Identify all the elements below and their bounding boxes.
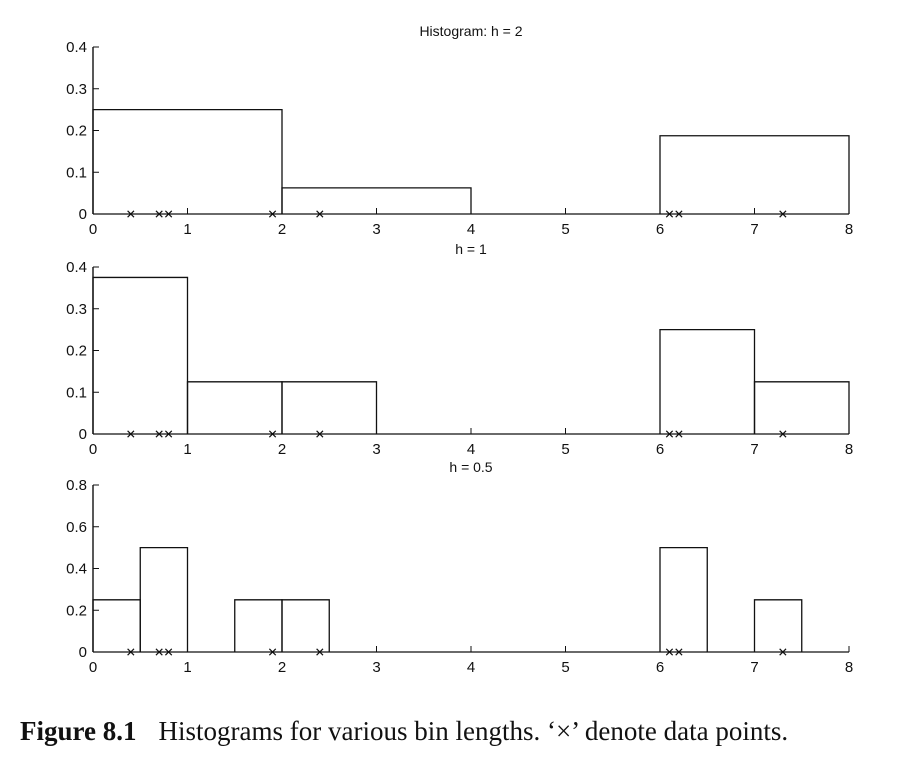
y-tick-label: 0.1 [66, 384, 87, 401]
data-point-marker [779, 210, 787, 218]
data-point-marker [164, 210, 173, 218]
histogram-bar [234, 599, 283, 652]
histogram-bar [281, 187, 472, 214]
x-tick-label: 0 [89, 221, 97, 238]
data-point-marker [665, 648, 674, 656]
y-tick-label: 0 [79, 644, 87, 661]
x-tick-label: 1 [183, 441, 191, 458]
data-point-marker [675, 430, 683, 438]
histogram-bar [659, 546, 708, 652]
histogram-bar [659, 328, 756, 434]
y-tick-label: 0.1 [66, 164, 87, 181]
y-tick-label: 0.4 [66, 39, 87, 56]
data-point-marker [665, 210, 674, 218]
x-tick-label: 8 [845, 221, 853, 238]
histogram-panel-1: Histogram: h = 2 0 0.1 0.2 0.3 0.4 0 1 2 3 4 5 6 7 8 [66, 23, 853, 238]
y-tick-label: 0.4 [66, 259, 87, 276]
y-tick-label: 0.2 [66, 343, 87, 360]
histogram-bar [281, 381, 378, 434]
histogram-bar [281, 599, 330, 652]
data-point-marker [675, 210, 683, 218]
x-tick-label: 7 [750, 441, 758, 458]
data-point-marker [127, 210, 135, 218]
x-tick-label: 6 [656, 221, 664, 238]
data-point-marker [665, 430, 674, 438]
x-tick-label: 8 [845, 441, 853, 458]
y-tick-label: 0 [79, 426, 87, 443]
y-tick-label: 0.3 [66, 81, 87, 98]
histogram-bar [186, 381, 283, 434]
data-point-marker [127, 430, 135, 438]
x-tick-label: 3 [372, 659, 380, 676]
data-point-marker [316, 430, 324, 438]
data-point-marker [164, 648, 173, 656]
panel-title: h = 0.5 [449, 459, 492, 475]
y-tick-label: 0.2 [66, 602, 87, 619]
caption-text: Histograms for various bin lengths. ‘×’ … [158, 716, 789, 746]
x-tick-label: 1 [183, 659, 191, 676]
data-point-marker [268, 430, 277, 438]
x-tick-label: 2 [278, 441, 286, 458]
data-point-marker [268, 648, 277, 656]
panel-title: h = 1 [455, 241, 487, 257]
x-tick-label: 5 [561, 659, 569, 676]
x-tick-label: 0 [89, 441, 97, 458]
y-tick-label: 0.8 [66, 477, 87, 494]
data-point-marker [779, 430, 787, 438]
data-point-marker [155, 210, 163, 218]
histogram-bar [92, 276, 189, 434]
x-tick-label: 4 [467, 441, 475, 458]
x-tick-label: 2 [278, 659, 286, 676]
data-point-marker [164, 430, 173, 438]
data-point-marker [127, 648, 135, 656]
x-tick-label: 8 [845, 659, 853, 676]
histogram-bar [659, 135, 850, 214]
x-tick-label: 3 [372, 441, 380, 458]
histogram-bar [92, 599, 141, 652]
data-point-marker [316, 210, 324, 218]
x-tick-label: 5 [561, 221, 569, 238]
x-tick-label: 7 [750, 659, 758, 676]
x-tick-label: 3 [372, 221, 380, 238]
y-tick-label: 0.4 [66, 561, 87, 578]
histogram-panels: Histogram: h = 200.10.20.30.40 1 2 3 4 5 6 7 8h … [66, 23, 853, 676]
histogram-panel-2: h = 1 0 0.1 0.2 0.3 0.4 0 1 2 3 4 5 6 7 8 [66, 241, 853, 458]
histogram-bar [139, 546, 189, 652]
x-tick-label: 6 [656, 659, 664, 676]
panel-title: Histogram: h = 2 [419, 23, 522, 39]
data-point-marker [779, 648, 787, 656]
histogram-bar [92, 108, 283, 214]
histogram-bar [753, 599, 803, 652]
data-point-marker [268, 210, 277, 218]
x-tick-label: 5 [561, 441, 569, 458]
x-tick-label: 4 [467, 221, 475, 238]
histogram-panel-3: h = 0.5 0 0.2 0.4 0.6 0.8 0 1 2 3 4 5 6 7 8 [66, 459, 853, 676]
x-tick-label: 2 [278, 221, 286, 238]
y-tick-label: 0 [79, 206, 87, 223]
data-point-marker [316, 648, 324, 656]
data-point-marker [155, 648, 163, 656]
x-tick-label: 1 [183, 221, 191, 238]
y-tick-label: 0.6 [66, 519, 87, 536]
y-tick-label: 0.3 [66, 301, 87, 318]
data-point-marker [675, 648, 683, 656]
x-tick-label: 4 [467, 659, 475, 676]
x-tick-label: 6 [656, 441, 664, 458]
y-tick-label: 0.2 [66, 123, 87, 140]
data-point-marker [155, 430, 163, 438]
x-tick-label: 7 [750, 221, 758, 238]
x-tick-label: 0 [89, 659, 97, 676]
histogram-bar [753, 381, 850, 434]
figure-caption: Figure 8.1 Histograms for various bin len… [20, 716, 920, 747]
caption-label: Figure 8.1 [20, 716, 137, 746]
